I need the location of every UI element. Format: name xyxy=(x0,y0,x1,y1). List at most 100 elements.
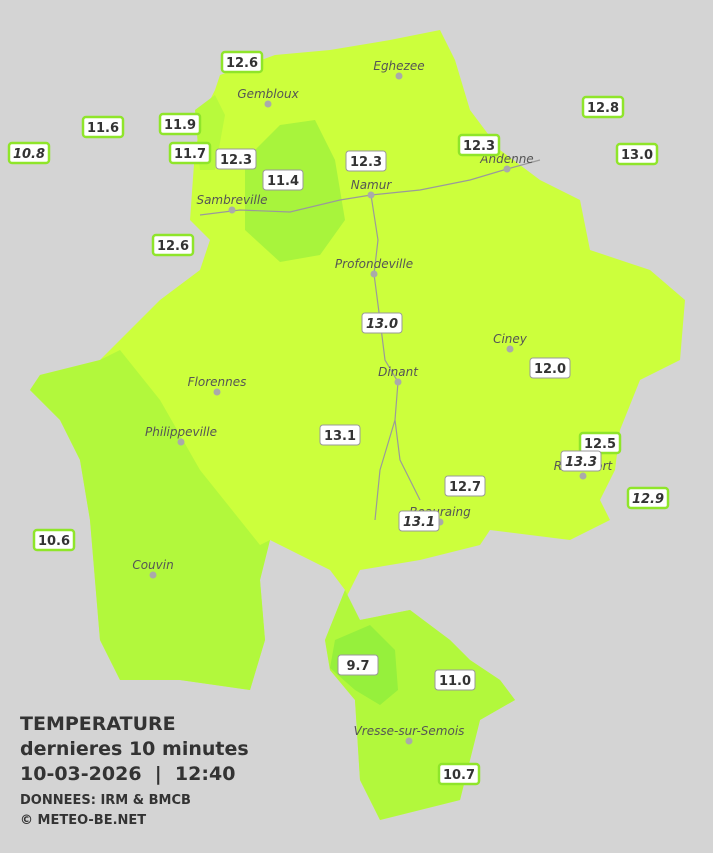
town-label: Gembloux xyxy=(237,87,299,101)
reading-label: 11.0 xyxy=(439,674,471,689)
reading: 13.1 xyxy=(398,510,440,532)
town-label: Vresse-sur-Semois xyxy=(354,724,465,738)
reading-label: 12.6 xyxy=(226,56,258,71)
reading: 13.3 xyxy=(560,450,602,472)
reading-label: 12.3 xyxy=(350,155,382,170)
reading-box xyxy=(615,142,659,166)
reading-box xyxy=(581,95,625,119)
town-dot xyxy=(395,72,403,80)
legend-copyright: © METEO-BE.NET xyxy=(20,813,146,828)
reading-label: 10.8 xyxy=(13,147,45,162)
reading-box xyxy=(7,141,51,165)
town-label: Sambreville xyxy=(196,193,267,207)
town-label: Couvin xyxy=(132,558,173,572)
town-label: Profondeville xyxy=(335,257,413,271)
reading-box xyxy=(361,312,403,334)
reading-label: 13.1 xyxy=(403,515,435,530)
reading-box xyxy=(220,50,264,74)
town-label: Philippeville xyxy=(145,425,217,439)
town-dot xyxy=(370,270,378,278)
reading-label: 10.7 xyxy=(443,768,475,783)
reading-box xyxy=(168,141,212,165)
reading-label: 13.3 xyxy=(565,455,597,470)
legend-title: TEMPERATURE xyxy=(20,713,176,735)
reading-box xyxy=(560,450,602,472)
reading: 13.0 xyxy=(615,142,659,166)
town-dot xyxy=(228,206,236,214)
reading: 11.9 xyxy=(158,112,202,136)
town-dot xyxy=(177,438,185,446)
town-dot xyxy=(213,388,221,396)
reading-box xyxy=(32,528,76,552)
reading: 12.8 xyxy=(581,95,625,119)
reading: 12.3 xyxy=(345,150,387,172)
reading: 12.6 xyxy=(151,233,195,257)
legend-subtitle: dernieres 10 minutes xyxy=(20,738,249,760)
reading: 13.1 xyxy=(319,424,361,446)
reading: 12.3 xyxy=(457,133,501,157)
reading: 12.3 xyxy=(215,148,257,170)
reading-label: 12.0 xyxy=(534,362,566,377)
reading-label: 12.7 xyxy=(449,480,481,495)
reading: 10.8 xyxy=(7,141,51,165)
town-dot xyxy=(506,345,514,353)
reading-box xyxy=(81,115,125,139)
reading-box xyxy=(457,133,501,157)
reading-box xyxy=(158,112,202,136)
gembloux-zone xyxy=(245,120,345,262)
reading: 12.7 xyxy=(444,475,486,497)
reading: 12.9 xyxy=(626,486,670,510)
reading-label: 12.6 xyxy=(157,239,189,254)
town-dot xyxy=(579,472,587,480)
reading-label: 11.9 xyxy=(164,118,196,133)
reading: 9.7 xyxy=(337,654,379,676)
reading: 11.0 xyxy=(434,669,476,691)
town-label: Eghezee xyxy=(373,59,424,73)
town-dot xyxy=(367,191,375,199)
reading: 12.6 xyxy=(220,50,264,74)
town-label: Florennes xyxy=(188,375,247,389)
town-label: Ciney xyxy=(493,332,528,346)
reading-label: 13.1 xyxy=(324,429,356,444)
reading-box xyxy=(319,424,361,446)
reading-box xyxy=(262,169,304,191)
town-dot xyxy=(394,378,402,386)
legend-datetime: 10-03-2026 | 12:40 xyxy=(20,763,235,785)
reading-label: 11.7 xyxy=(174,147,206,162)
reading-label: 12.8 xyxy=(587,101,619,116)
town-dot xyxy=(264,100,272,108)
town-dot xyxy=(149,571,157,579)
reading-label: 10.6 xyxy=(38,534,70,549)
reading-label: 12.3 xyxy=(220,153,252,168)
reading-box xyxy=(444,475,486,497)
reading: 11.4 xyxy=(262,169,304,191)
reading-label: 9.7 xyxy=(346,659,369,674)
reading-box xyxy=(626,486,670,510)
reading: 11.6 xyxy=(81,115,125,139)
reading-box xyxy=(151,233,195,257)
reading-box xyxy=(434,669,476,691)
town-dot xyxy=(503,165,511,173)
reading: 13.0 xyxy=(361,312,403,334)
reading-label: 11.6 xyxy=(87,121,119,136)
reading-box xyxy=(215,148,257,170)
town-label: Namur xyxy=(351,178,393,192)
reading-label: 12.5 xyxy=(584,437,616,452)
town-dot xyxy=(405,737,413,745)
reading: 10.7 xyxy=(437,762,481,786)
legend-source: DONNEES: IRM & BMCB xyxy=(20,793,191,808)
reading-box xyxy=(529,357,571,379)
reading: 11.7 xyxy=(168,141,212,165)
reading-label: 12.9 xyxy=(632,492,664,507)
reading-label: 13.0 xyxy=(621,148,653,163)
reading-box xyxy=(398,510,440,532)
reading-box xyxy=(437,762,481,786)
legend: TEMPERATURE dernieres 10 minutes 10-03-2… xyxy=(20,713,249,828)
reading-label: 13.0 xyxy=(366,317,398,332)
town-label: Dinant xyxy=(378,365,419,379)
reading: 12.0 xyxy=(529,357,571,379)
reading-label: 11.4 xyxy=(267,174,299,189)
reading: 12.5 xyxy=(578,431,622,455)
reading: 10.6 xyxy=(32,528,76,552)
